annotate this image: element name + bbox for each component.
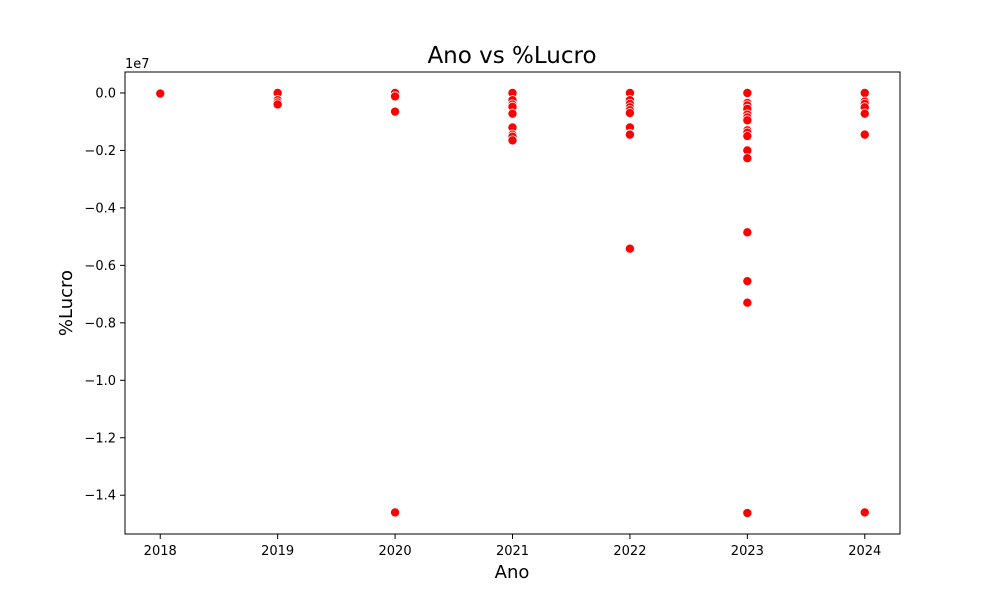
y-axis-label: %Lucro	[56, 270, 77, 336]
data-point	[742, 227, 753, 238]
data-point	[742, 297, 753, 308]
y-offset-label: 1e7	[125, 57, 150, 72]
data-point	[624, 243, 635, 254]
data-point	[390, 507, 401, 518]
data-point	[624, 108, 635, 119]
x-tick-label: 2023	[731, 544, 764, 559]
chart-title: Ano vs %Lucro	[427, 43, 596, 69]
data-point	[742, 508, 753, 519]
data-point	[859, 507, 870, 518]
y-tick-label: −1.2	[84, 431, 116, 446]
x-tick-label: 2021	[496, 544, 529, 559]
data-point	[859, 87, 870, 98]
y-tick-label: −0.8	[84, 316, 116, 331]
y-axis: 0.0 −0.2 −0.4 −0.6 −0.8 −1.0 −1.2 −1.4	[84, 86, 125, 504]
y-tick-label: −0.4	[84, 201, 116, 216]
data-point	[742, 153, 753, 164]
y-tick-label: −1.4	[84, 489, 116, 504]
x-axis: 2018 2019 2020 2021 2022 2023 2024	[144, 534, 881, 559]
data-point	[272, 99, 283, 110]
data-point	[742, 115, 753, 126]
data-point	[507, 108, 518, 119]
data-point	[390, 106, 401, 117]
x-tick-label: 2022	[613, 544, 646, 559]
data-point	[742, 87, 753, 98]
y-tick-label: −0.2	[84, 144, 116, 159]
x-axis-label: Ano	[495, 562, 530, 583]
x-tick-label: 2019	[261, 544, 294, 559]
x-tick-label: 2024	[848, 544, 881, 559]
data-point	[390, 91, 401, 102]
y-tick-label: −0.6	[84, 259, 116, 274]
y-tick-label: 0.0	[95, 86, 116, 101]
data-point	[859, 129, 870, 140]
data-point	[155, 88, 166, 99]
data-point	[859, 108, 870, 119]
data-point	[507, 135, 518, 146]
data-points	[155, 87, 870, 519]
data-point	[624, 129, 635, 140]
x-tick-label: 2020	[379, 544, 412, 559]
x-tick-label: 2018	[144, 544, 177, 559]
y-tick-label: −1.0	[84, 374, 116, 389]
data-point	[742, 276, 753, 287]
data-point	[742, 131, 753, 142]
